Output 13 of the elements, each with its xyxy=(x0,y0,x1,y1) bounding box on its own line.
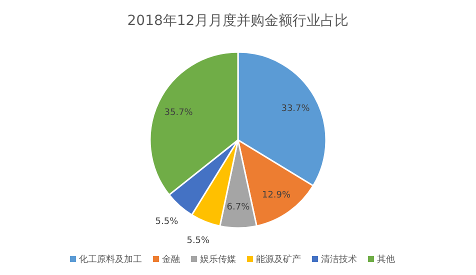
legend-label: 化工原料及加工 xyxy=(79,254,142,265)
legend-label: 能源及矿产 xyxy=(256,254,301,265)
legend-label: 清洁技术 xyxy=(321,254,357,265)
data-label: 6.7% xyxy=(226,202,250,212)
data-label: 5.5% xyxy=(155,216,179,227)
data-label: 33.7% xyxy=(281,104,310,114)
legend-label: 娱乐传媒 xyxy=(200,254,236,265)
legend-label: 其他 xyxy=(377,254,395,265)
data-label: 12.9% xyxy=(262,190,292,200)
data-label: 35.7% xyxy=(164,108,194,118)
legend-label: 金融 xyxy=(162,254,180,265)
chart-title: 2018年12月月度并购金额行业占比 xyxy=(127,13,349,29)
data-label: 5.5% xyxy=(186,236,210,246)
